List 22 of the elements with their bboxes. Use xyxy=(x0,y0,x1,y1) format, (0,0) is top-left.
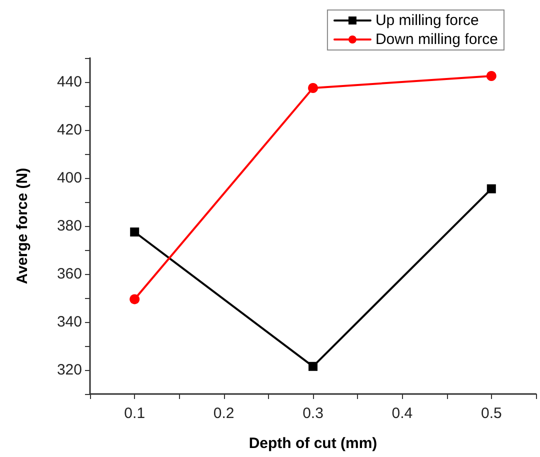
legend-label: Up milling force xyxy=(375,12,479,29)
y-tick-label: 360 xyxy=(56,266,82,282)
x-axis-title: Depth of cut (mm) xyxy=(248,435,378,452)
point xyxy=(130,228,140,236)
point xyxy=(130,294,140,304)
y-tick-label: 340 xyxy=(56,314,82,330)
point xyxy=(486,71,496,81)
y-tick-label: 320 xyxy=(56,362,82,378)
x-tick-label: 0.2 xyxy=(213,405,234,422)
point xyxy=(308,83,318,93)
legend-label: Down milling force xyxy=(375,31,498,48)
y-tick-label: 420 xyxy=(56,122,82,138)
x-tick-label: 0.1 xyxy=(124,405,146,422)
x-tick-label: 0.5 xyxy=(480,405,502,422)
y-tick-label: 400 xyxy=(56,170,82,186)
y-tick-label: 380 xyxy=(56,218,82,234)
y-axis-title: Averge force (N) xyxy=(14,168,31,284)
point xyxy=(486,184,496,194)
x-tick-label: 0.3 xyxy=(302,405,324,422)
x-tick-label: 0.4 xyxy=(392,405,413,422)
y-tick-label: 440 xyxy=(56,74,82,90)
point xyxy=(308,362,318,371)
